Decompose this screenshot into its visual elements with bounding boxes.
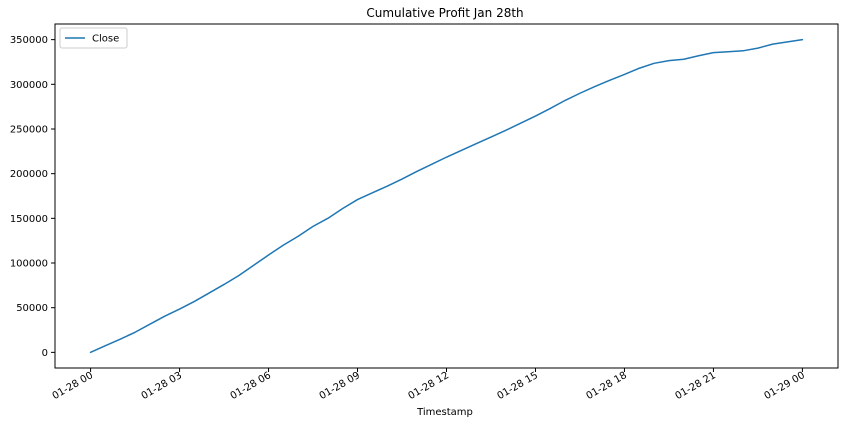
y-tick-label: 150000 xyxy=(10,214,48,225)
y-tick-label: 250000 xyxy=(10,124,48,135)
legend-box xyxy=(59,27,128,49)
series-line-close xyxy=(89,38,804,354)
plot-area xyxy=(54,23,839,369)
y-tick-label: 300000 xyxy=(10,80,48,91)
y-tick-label: 350000 xyxy=(10,35,48,46)
y-tick-label: 100000 xyxy=(10,259,48,270)
y-tick-label: 50000 xyxy=(16,303,48,314)
legend: Close xyxy=(59,27,128,49)
x-axis-label: Timestamp xyxy=(416,407,473,418)
y-tick-label: 200000 xyxy=(10,169,48,180)
series-layer xyxy=(89,38,804,354)
chart-title: Cumulative Profit Jan 28th xyxy=(366,6,523,20)
y-tick-label: 0 xyxy=(42,348,48,359)
y-axis: 0 50000 100000 150000 200000 250000 300000 3500… xyxy=(10,35,55,359)
legend-label: Close xyxy=(92,34,119,45)
